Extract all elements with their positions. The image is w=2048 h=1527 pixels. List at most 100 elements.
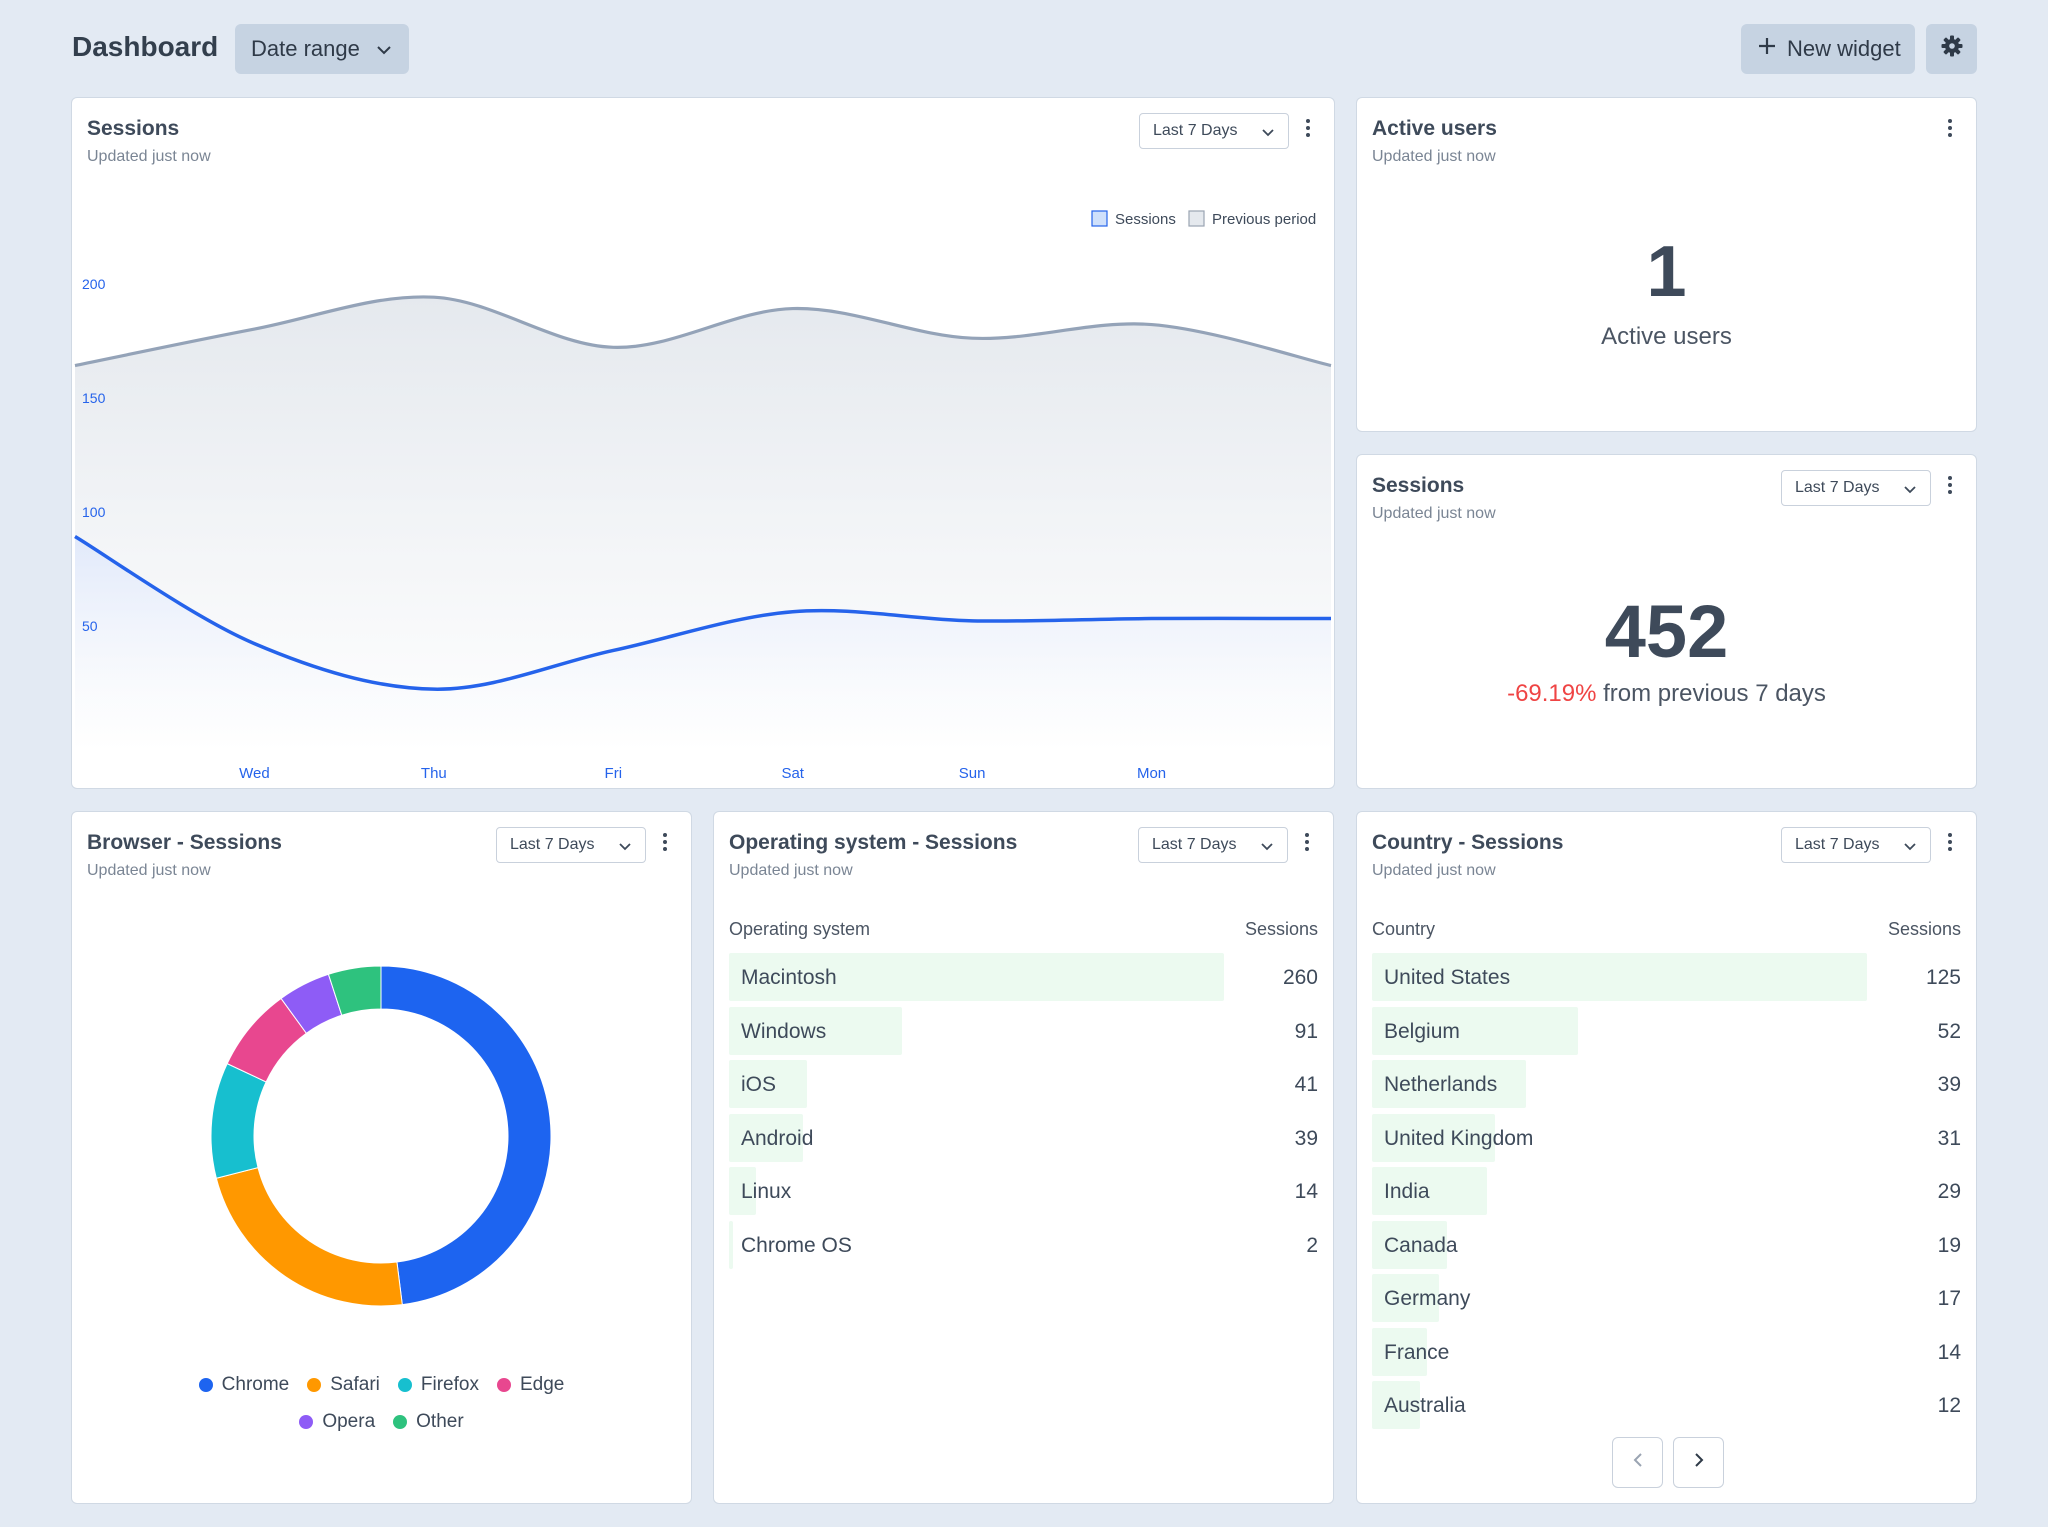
plus-icon <box>1757 36 1777 62</box>
row-bar <box>1372 1006 1578 1055</box>
more-options-icon[interactable] <box>1943 473 1957 503</box>
sessions-line-chart: 50 100 150 200 Wed Thu Fri Sat Sun Mon Sessions Pre… <box>74 210 1332 782</box>
more-options-icon[interactable] <box>1301 116 1315 146</box>
top-bar: Dashboard Date range New widget <box>0 0 2048 98</box>
change-percent: -69.19% <box>1507 680 1597 707</box>
range-select[interactable]: Last 7 Days <box>1138 827 1288 863</box>
row-label: Linux <box>741 1180 792 1203</box>
chevron-down-icon <box>375 39 393 65</box>
row-value: 29 <box>1937 1180 1961 1203</box>
row-bar <box>729 1167 756 1215</box>
legend-dot <box>198 1378 213 1392</box>
row-value: 2 <box>1306 1233 1318 1257</box>
table-row[interactable]: Canada 19 <box>1372 1220 1961 1269</box>
active-users-card: Active users Updated just now 1 Active u… <box>1356 97 1977 432</box>
row-label: United Kingdom <box>1384 1126 1534 1150</box>
legend-item-chrome[interactable]: Chrome <box>198 1374 290 1396</box>
table-row[interactable]: France 14 <box>1372 1327 1961 1376</box>
legend-item-other[interactable]: Other <box>393 1411 464 1433</box>
more-options-icon[interactable] <box>1943 116 1957 146</box>
row-bar <box>729 1220 733 1269</box>
row-value: 14 <box>1937 1340 1961 1364</box>
legend-item-safari[interactable]: Safari <box>307 1374 380 1396</box>
more-options-icon[interactable] <box>1943 830 1957 860</box>
range-select-value: Last 7 Days <box>510 836 595 853</box>
more-options-icon[interactable] <box>1300 830 1314 860</box>
previous-page-button[interactable] <box>1612 1437 1663 1488</box>
legend-dot <box>397 1378 412 1392</box>
table-row[interactable]: Android 39 <box>729 1113 1318 1162</box>
column-header-label: Country <box>1372 919 1436 939</box>
table-row[interactable]: Germany 17 <box>1372 1274 1961 1322</box>
row-bar <box>729 1060 808 1108</box>
row-value: 19 <box>1937 1233 1961 1257</box>
date-range-button[interactable]: Date range <box>235 24 409 74</box>
table-row[interactable]: Netherlands 39 <box>1372 1060 1961 1108</box>
card-subtitle: Updated just now <box>87 148 211 165</box>
row-value: 52 <box>1937 1019 1961 1043</box>
row-bar <box>1372 1381 1420 1429</box>
legend-item-opera[interactable]: Opera <box>299 1411 375 1433</box>
sessions-change: -69.19% from previous 7 days <box>1357 680 1976 708</box>
row-bar <box>729 1113 804 1162</box>
table-row[interactable]: Australia 12 <box>1372 1381 1961 1429</box>
table-row[interactable]: iOS 41 <box>729 1060 1318 1108</box>
os-sessions-card: Operating system - Sessions Updated just… <box>713 811 1334 1504</box>
next-page-button[interactable] <box>1673 1437 1724 1488</box>
table-row[interactable]: Macintosh 260 <box>729 953 1318 1001</box>
table-row[interactable]: United States 125 <box>1372 953 1961 1001</box>
y-tick-label: 150 <box>82 390 106 406</box>
legend-label: Chrome <box>221 1374 290 1395</box>
card-subtitle: Updated just now <box>87 862 211 879</box>
new-widget-button[interactable]: New widget <box>1741 24 1915 74</box>
card-title: Country - Sessions <box>1372 831 1564 854</box>
row-bar <box>729 1006 903 1055</box>
column-header-label: Operating system <box>729 919 871 939</box>
row-value: 125 <box>1925 966 1961 989</box>
more-options-icon[interactable] <box>658 830 672 860</box>
legend-item-edge[interactable]: Edge <box>496 1374 564 1396</box>
card-title: Sessions <box>1372 474 1465 497</box>
browser-donut-chart <box>210 965 552 1307</box>
donut-slice-chrome <box>380 965 552 1306</box>
row-label: Netherlands <box>1384 1073 1498 1096</box>
row-value: 39 <box>1294 1126 1318 1150</box>
series-line-previous-period <box>74 295 1332 368</box>
table-row[interactable]: India 29 <box>1372 1167 1961 1215</box>
table-row[interactable]: Linux 14 <box>729 1167 1318 1215</box>
x-tick-label: Fri <box>605 765 623 782</box>
donut-slice-other <box>327 965 382 1016</box>
page-title: Dashboard <box>72 31 219 62</box>
table-row[interactable]: Belgium 52 <box>1372 1006 1961 1055</box>
sessions-area <box>75 536 1331 753</box>
chevron-down-icon <box>1259 838 1275 859</box>
row-value: 14 <box>1294 1180 1318 1203</box>
table-row[interactable]: Windows 91 <box>729 1006 1318 1055</box>
card-title: Operating system - Sessions <box>729 831 1018 854</box>
table-row[interactable]: United Kingdom 31 <box>1372 1113 1961 1162</box>
row-label: Windows <box>741 1019 827 1043</box>
row-bar <box>1372 1220 1448 1269</box>
table-row[interactable]: Chrome OS 2 <box>729 1220 1318 1269</box>
y-tick-label: 100 <box>82 504 106 520</box>
row-bar <box>1372 1113 1495 1162</box>
browser-sessions-card: Browser - Sessions Updated just now Last… <box>71 811 692 1504</box>
table-header: Country Sessions <box>1372 919 1961 940</box>
range-select[interactable]: Last 7 Days <box>496 827 646 863</box>
column-header-value: Sessions <box>1887 919 1961 939</box>
settings-button[interactable] <box>1926 24 1977 74</box>
series-line-sessions <box>74 534 1332 691</box>
row-label: Macintosh <box>741 966 837 989</box>
chevron-down-icon <box>1902 481 1918 502</box>
x-tick-label: Wed <box>239 765 270 782</box>
legend-swatch <box>1091 210 1108 227</box>
active-users-caption: Active users <box>1601 323 1732 350</box>
chevron-down-icon <box>1902 838 1918 859</box>
range-select[interactable]: Last 7 Days <box>1781 470 1931 506</box>
range-select[interactable]: Last 7 Days <box>1781 827 1931 863</box>
range-select[interactable]: Last 7 Days <box>1139 113 1289 149</box>
row-bar <box>1372 1274 1440 1322</box>
chevron-down-icon <box>1260 124 1276 145</box>
legend-item-firefox[interactable]: Firefox <box>397 1374 479 1396</box>
row-label: Android <box>741 1126 814 1150</box>
